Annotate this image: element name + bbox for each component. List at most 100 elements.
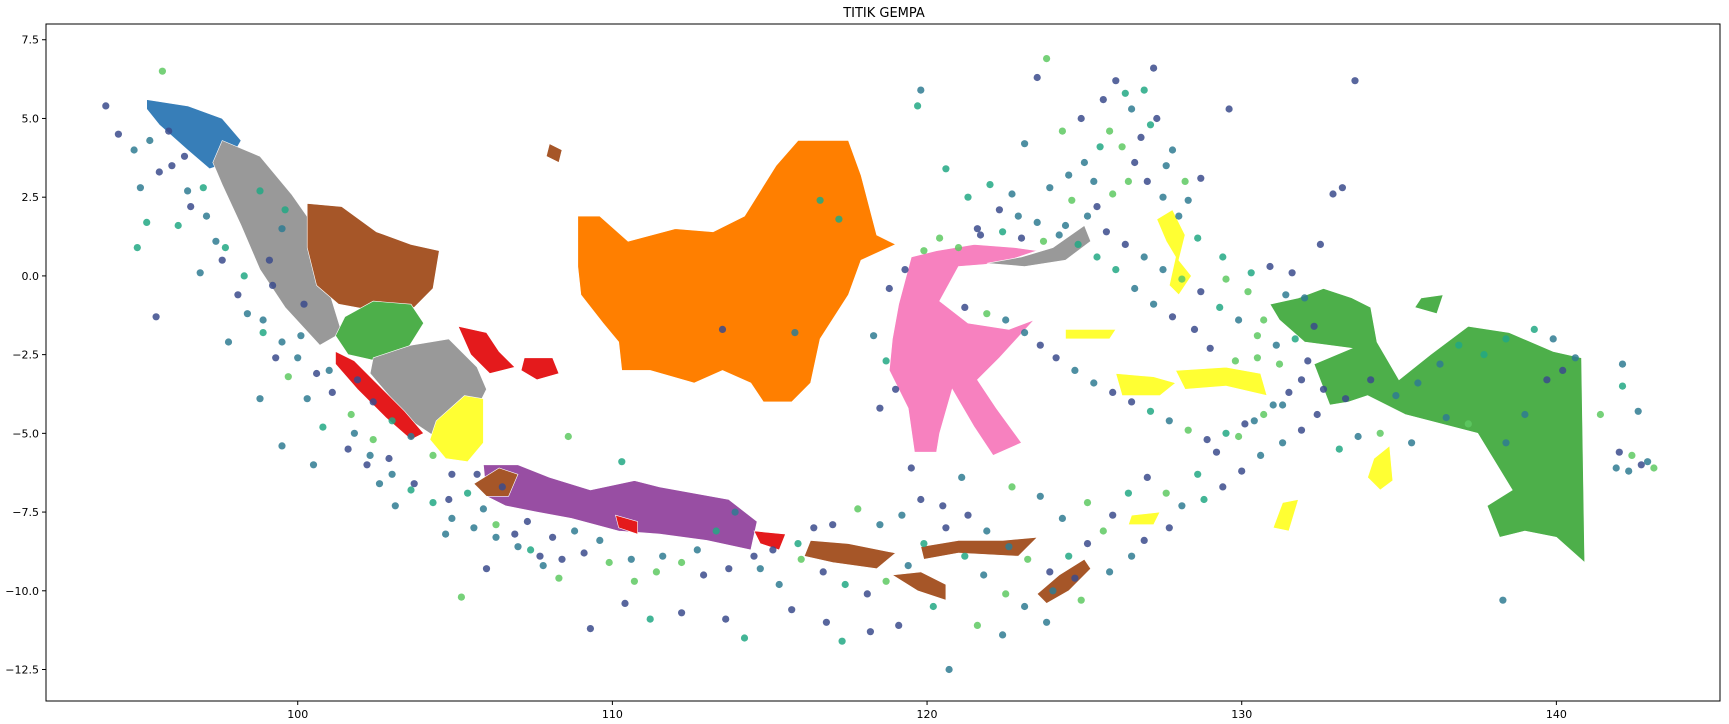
quake-point [829,521,837,529]
quake-point [1480,351,1488,359]
quake-point [1128,105,1136,113]
quake-point [407,486,415,494]
quake-point [555,574,563,582]
quake-point [1194,234,1202,242]
quake-point [1628,451,1636,459]
region-brown-16 [920,536,1038,560]
quake-point [1282,291,1290,299]
quake-point [1253,332,1261,340]
quake-point [1367,376,1375,384]
quake-point [1055,231,1063,239]
region-yellow-26 [1127,511,1161,526]
quake-point [1049,587,1057,595]
quake-point [596,536,604,545]
y-tick-label: −7.5 [12,506,39,519]
quake-point [882,357,890,365]
quake-point [1618,360,1627,368]
quake-point [1036,492,1044,500]
quake-point [882,577,890,585]
quake-point [769,546,777,554]
quake-point [319,423,327,431]
quake-point [265,256,273,264]
y-tick-label: −5.0 [12,427,39,440]
quake-point [1216,303,1224,311]
quake-point [184,187,192,195]
x-tick-label: 100 [287,708,308,721]
quake-point [366,451,374,459]
quake-point [917,495,925,504]
quake-point [1140,86,1148,94]
quake-point [1235,432,1243,441]
y-tick-label: −2.5 [12,349,39,362]
quake-point [810,524,818,532]
quake-point [1077,114,1085,123]
quake-point [646,615,654,623]
quake-point [523,517,532,526]
quake-point [281,206,289,214]
quake-point [1137,133,1145,141]
quake-point [1046,184,1054,192]
quake-point [1068,196,1076,204]
quake-point [1061,221,1070,230]
quake-point [470,524,478,532]
quake-point [527,546,535,554]
quake-point [259,329,267,337]
quake-point [678,609,686,617]
region-gray-1 [212,140,343,346]
quake-point [152,313,160,321]
quake-point [448,514,456,523]
quake-point [917,86,925,94]
quake-point [1077,596,1085,604]
quake-point [143,218,151,226]
region-yellow-22 [1175,366,1268,397]
quake-point [1021,329,1029,337]
plot-frame [45,23,1721,702]
quake-point [1128,398,1136,406]
quake-point [954,244,963,252]
x-tick-label: 120 [917,708,938,721]
quake-point [155,168,163,176]
quake-point [1392,392,1400,400]
quake-point [983,310,991,318]
quake-point [1036,341,1044,349]
quake-point [1285,388,1293,396]
quake-point [1279,439,1287,447]
quake-point [898,511,906,519]
quake-point [1212,448,1221,456]
quake-point [712,527,720,535]
region-yellow-20 [1156,209,1192,296]
quake-point [1058,514,1066,523]
quake-point [1241,420,1249,428]
quake-point [549,533,557,541]
quake-point [1039,237,1048,245]
region-yellow-6 [429,395,484,463]
quake-point [1024,555,1032,563]
quake-point [929,602,937,611]
quake-point [385,454,393,463]
quake-point [976,231,985,239]
quake-point [1288,269,1296,277]
quake-point [498,483,506,491]
quake-point [1571,354,1579,362]
x-tick-label: 130 [1231,708,1252,721]
quake-point [838,637,846,645]
region-brown-9 [545,143,563,163]
quake-point [854,505,862,513]
quake-point [1150,64,1158,72]
quake-point [1033,218,1041,226]
quake-point [1625,467,1633,475]
quake-point [942,165,950,173]
quake-point [1650,464,1658,472]
regions-layer [146,99,1586,604]
chart-title: TITIK GEMPA [842,6,925,21]
region-green-28 [1414,294,1444,315]
quake-point [750,552,758,560]
quake-point [1128,552,1136,560]
quake-point [618,458,626,466]
quake-point [1080,158,1088,167]
quake-point [1052,354,1060,362]
quake-point [914,102,922,110]
quake-point [1231,357,1239,365]
quake-point [718,325,727,333]
quake-point [1244,288,1252,296]
